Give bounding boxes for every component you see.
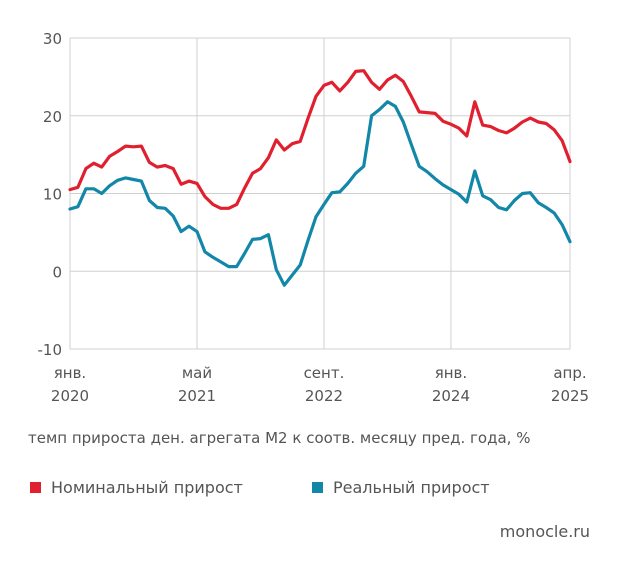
source-label: monocle.ru: [499, 522, 590, 541]
x-tick-month: апр.: [553, 364, 586, 382]
legend-label-real: Реальный прирост: [333, 478, 490, 497]
chart-caption: темп прироста ден. агрегата М2 к соотв. …: [28, 429, 531, 447]
x-tick-month: май: [182, 364, 212, 382]
legend-swatch-nominal: [30, 482, 41, 493]
grid: [69, 37, 571, 350]
legend-label-nominal: Номинальный прирост: [51, 478, 243, 497]
legend-swatch-real: [312, 482, 323, 493]
line-chart: 30 20 10 0 -10 янв. 2020 май 2021 сент. 2022 янв. 2…: [38, 30, 590, 405]
series-lines: [68, 69, 572, 287]
x-tick-year: 2020: [51, 387, 89, 405]
x-tick-year: 2022: [305, 387, 343, 405]
legend-item-real: Реальный прирост: [312, 478, 490, 497]
x-tick-year: 2021: [178, 387, 216, 405]
y-axis-ticks: 30 20 10 0 -10: [38, 30, 63, 359]
y-tick-label: -10: [38, 341, 63, 359]
x-tick-month: янв.: [435, 364, 467, 382]
y-tick-label: 10: [43, 186, 62, 204]
y-tick-label: 20: [43, 108, 62, 126]
x-axis-ticks: янв. 2020 май 2021 сент. 2022 янв. 2024 апр. 2025: [51, 364, 589, 405]
series-line-nominal: [68, 69, 572, 210]
legend-item-nominal: Номинальный прирост: [30, 478, 243, 497]
x-tick-year: 2025: [551, 387, 589, 405]
x-tick-month: янв.: [54, 364, 86, 382]
y-tick-label: 0: [52, 263, 62, 281]
x-tick-year: 2024: [432, 387, 470, 405]
y-tick-label: 30: [43, 30, 62, 48]
x-tick-month: сент.: [304, 364, 345, 382]
series-line-real: [68, 100, 572, 287]
